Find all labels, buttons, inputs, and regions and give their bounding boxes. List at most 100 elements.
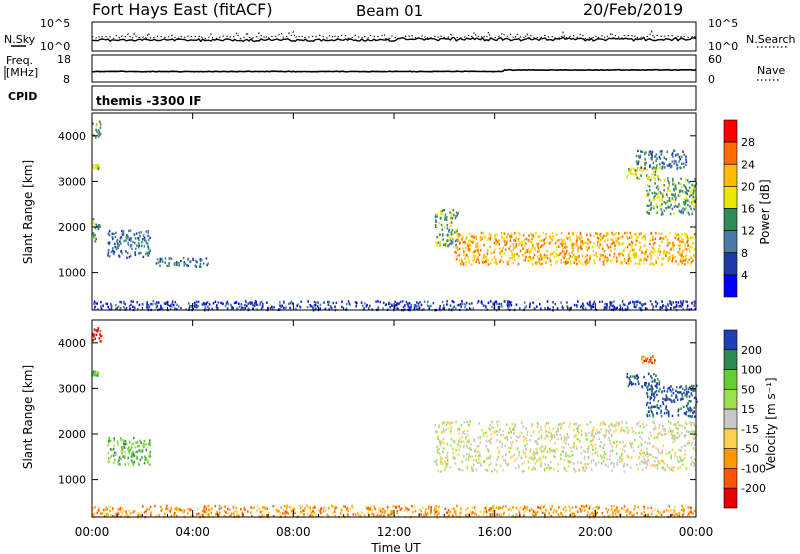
echo-cell bbox=[648, 199, 651, 202]
echo-cell bbox=[149, 236, 151, 239]
echo-cell bbox=[300, 300, 302, 303]
echo-cell bbox=[474, 454, 477, 457]
echo-cell bbox=[548, 241, 551, 245]
echo-cell bbox=[680, 305, 683, 308]
echo-cell bbox=[491, 509, 493, 513]
echo-cell bbox=[560, 259, 563, 262]
echo-cell bbox=[659, 237, 661, 241]
echo-cell bbox=[638, 232, 641, 236]
echo-cell bbox=[646, 204, 649, 207]
echo-cell bbox=[661, 212, 664, 216]
echo-cell bbox=[638, 451, 641, 455]
echo-cell bbox=[649, 401, 651, 405]
echo-cell bbox=[560, 301, 562, 304]
echo-cell bbox=[454, 457, 456, 460]
echo-cell bbox=[498, 451, 500, 455]
echo-cell bbox=[656, 514, 659, 517]
echo-cell bbox=[650, 358, 653, 362]
echo-cell bbox=[527, 238, 530, 242]
echo-cell bbox=[687, 244, 689, 248]
echo-cell bbox=[419, 301, 421, 304]
echo-cell bbox=[661, 199, 664, 202]
echo-cell bbox=[462, 241, 465, 244]
echo-cell bbox=[129, 239, 132, 242]
echo-cell bbox=[144, 458, 146, 462]
echo-cell bbox=[460, 305, 463, 308]
echo-cell bbox=[446, 303, 448, 306]
y-tick-label: 4000 bbox=[58, 337, 86, 350]
colorbar-swatch bbox=[723, 408, 738, 430]
echo-cell bbox=[227, 302, 230, 306]
echo-cell bbox=[525, 256, 527, 259]
echo-cell bbox=[608, 305, 611, 309]
echo-cell bbox=[123, 239, 126, 243]
echo-cell bbox=[665, 306, 667, 309]
echo-cell bbox=[269, 306, 272, 310]
echo-cell bbox=[251, 506, 254, 510]
echo-cell bbox=[327, 303, 330, 306]
echo-cell bbox=[446, 239, 449, 242]
echo-cell bbox=[199, 259, 202, 263]
echo-cell bbox=[506, 240, 509, 243]
echo-cell bbox=[497, 456, 500, 459]
echo-cell bbox=[341, 305, 343, 309]
echo-cell bbox=[693, 430, 696, 433]
echo-cell bbox=[359, 514, 362, 517]
colorbar-tick-label: 50 bbox=[741, 383, 755, 396]
echo-cell bbox=[484, 468, 487, 471]
echo-cell bbox=[603, 456, 606, 460]
echo-cell bbox=[587, 431, 590, 435]
echo-cell bbox=[654, 237, 657, 240]
echo-cell bbox=[586, 242, 589, 245]
echo-cell bbox=[510, 301, 513, 304]
echo-cell bbox=[667, 410, 670, 413]
echo-cell bbox=[231, 307, 233, 310]
echo-cell bbox=[463, 302, 466, 306]
echo-cell bbox=[483, 459, 486, 463]
echo-cell bbox=[186, 512, 189, 515]
echo-cell bbox=[136, 445, 139, 448]
echo-cell bbox=[662, 466, 665, 469]
echo-cell bbox=[538, 257, 541, 260]
echo-cell bbox=[693, 301, 696, 305]
echo-cell bbox=[507, 260, 510, 263]
echo-cell bbox=[114, 245, 117, 249]
echo-cell bbox=[586, 511, 589, 514]
echo-cell bbox=[671, 466, 673, 469]
echo-cell bbox=[565, 455, 567, 458]
echo-cell bbox=[671, 254, 674, 257]
echo-cell bbox=[388, 301, 390, 305]
echo-cell bbox=[207, 262, 209, 265]
echo-cell bbox=[265, 506, 267, 509]
echo-cell bbox=[658, 407, 660, 410]
echo-cell bbox=[693, 424, 696, 427]
echo-cell bbox=[577, 461, 579, 464]
echo-cell bbox=[452, 514, 454, 517]
echo-cell bbox=[670, 468, 673, 471]
echo-cell bbox=[655, 192, 658, 196]
echo-cell bbox=[664, 427, 666, 431]
echo-cell bbox=[458, 448, 460, 452]
echo-cell bbox=[636, 239, 638, 243]
echo-cell bbox=[312, 306, 314, 310]
echo-cell bbox=[331, 306, 333, 310]
echo-cell bbox=[575, 422, 578, 426]
echo-cell bbox=[107, 452, 109, 455]
echo-cell bbox=[573, 423, 576, 426]
echo-cell bbox=[554, 302, 557, 306]
echo-cell bbox=[383, 514, 385, 518]
echo-cell bbox=[489, 514, 492, 518]
echo-cell bbox=[438, 307, 441, 310]
echo-cell bbox=[108, 436, 110, 440]
echo-cell bbox=[384, 303, 387, 307]
echo-cell bbox=[557, 513, 560, 516]
echo-cell bbox=[435, 219, 437, 222]
echo-cell bbox=[163, 512, 166, 516]
echo-cell bbox=[662, 237, 664, 240]
echo-cell bbox=[179, 508, 182, 512]
echo-cell bbox=[150, 511, 152, 514]
echo-cell bbox=[442, 427, 445, 431]
echo-cell bbox=[670, 248, 672, 251]
echo-cell bbox=[655, 231, 657, 235]
echo-cell bbox=[613, 462, 615, 466]
